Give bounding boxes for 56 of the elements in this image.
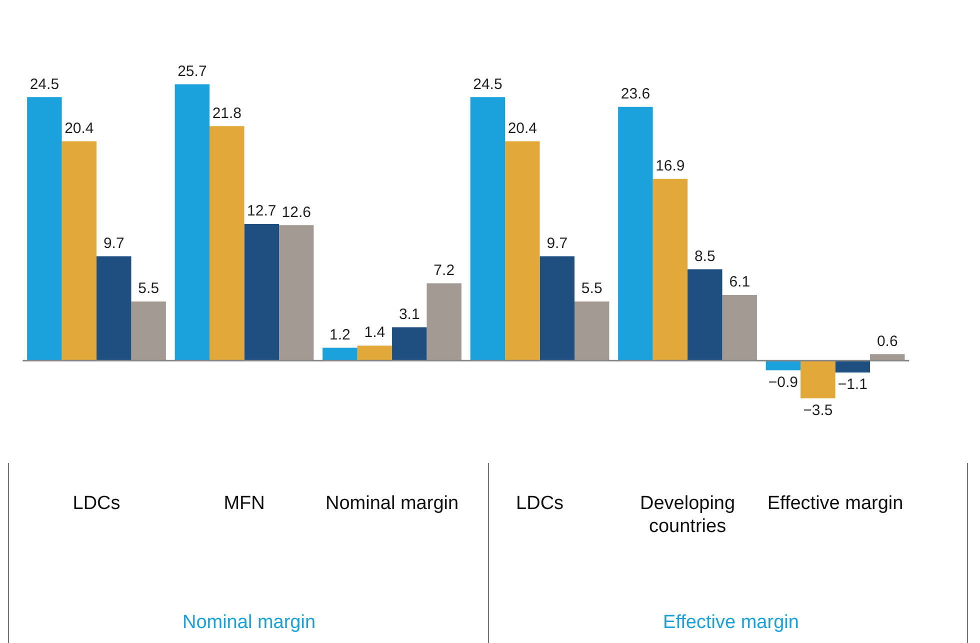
data-label: −1.1 <box>838 376 868 394</box>
bar <box>357 346 392 361</box>
data-label: 25.7 <box>178 62 207 80</box>
data-label: 7.2 <box>434 262 455 279</box>
x-tick-label: MFN <box>224 493 265 514</box>
data-label: 0.6 <box>876 332 898 350</box>
data-label: 24.5 <box>473 76 502 93</box>
x-tick-label: Developing countries <box>640 493 736 537</box>
data-label: 6.1 <box>729 274 750 291</box>
data-label: 12.7 <box>247 202 276 220</box>
data-label: 5.5 <box>138 280 160 298</box>
bar <box>800 360 836 398</box>
bar <box>470 97 506 361</box>
data-label: 9.7 <box>103 234 124 252</box>
bar <box>392 327 427 361</box>
bar <box>722 295 757 361</box>
bar <box>505 141 540 361</box>
bar <box>62 141 97 361</box>
x-tick-label: Effective margin <box>767 493 904 514</box>
data-label: 20.4 <box>64 120 94 137</box>
data-label: 23.6 <box>620 85 650 102</box>
bar <box>835 360 870 372</box>
data-label: 20.4 <box>508 120 538 137</box>
bar <box>244 224 279 361</box>
bar <box>618 106 653 361</box>
data-label: 8.5 <box>694 248 716 265</box>
data-label: −3.5 <box>803 402 833 419</box>
text: Nominal margin <box>181 612 317 634</box>
bar <box>210 126 244 361</box>
bar <box>96 256 132 361</box>
bar <box>574 301 610 361</box>
data-label: 12.6 <box>282 204 311 221</box>
data-label: 3.1 <box>398 306 420 323</box>
bar <box>688 269 722 361</box>
data-label: 1.2 <box>330 326 350 344</box>
bar <box>131 301 166 361</box>
bar <box>322 348 358 361</box>
data-label: 9.7 <box>546 234 568 252</box>
bar <box>652 178 688 361</box>
x-tick-label: LDCs <box>516 493 564 514</box>
bar <box>27 97 62 361</box>
bar <box>540 256 574 361</box>
data-label: 24.5 <box>30 76 60 93</box>
data-label: 16.9 <box>656 158 685 175</box>
data-label: 21.8 <box>212 104 242 122</box>
data-label: −0.9 <box>768 374 798 391</box>
text: Effective margin <box>662 612 800 634</box>
bar <box>174 84 210 361</box>
x-tick-label: Nominal margin <box>326 493 459 514</box>
bar <box>278 225 314 361</box>
data-label: 1.4 <box>364 324 386 342</box>
bar <box>426 283 462 361</box>
x-tick-label: LDCs <box>72 493 120 514</box>
bar <box>766 360 801 370</box>
data-label: 5.5 <box>581 280 602 298</box>
bar <box>870 354 905 361</box>
